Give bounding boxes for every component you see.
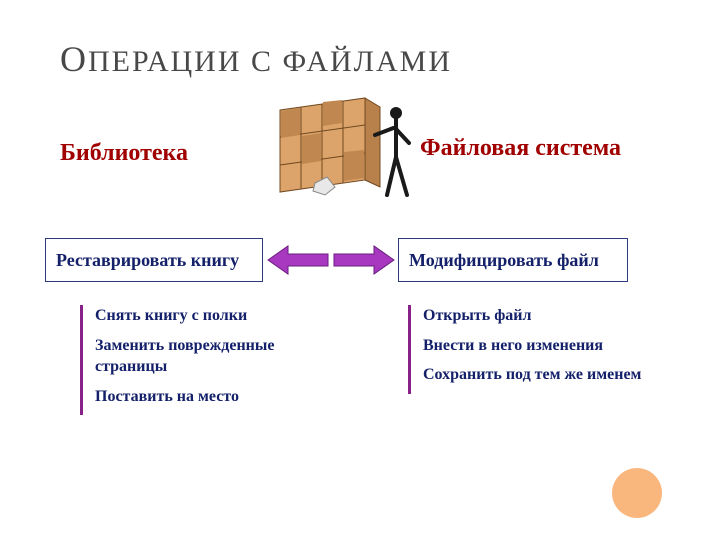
label-filesystem: Файловая система (420, 135, 621, 162)
step-item: Открыть файл (423, 305, 658, 327)
step-item: Сохранить под тем же именем (423, 364, 658, 386)
steps-library: Снять книгу с полки Заменить поврежденны… (80, 305, 330, 415)
title-big-letter: О (60, 39, 88, 79)
box-modify-file: Модифицировать файл (398, 238, 628, 282)
step-item: Поставить на место (95, 386, 330, 408)
steps-filesystem: Открыть файл Внести в него изменения Сох… (408, 305, 658, 394)
label-library: Библиотека (60, 140, 188, 167)
double-arrow-icon (266, 243, 396, 277)
shelf-clipart (275, 95, 425, 205)
title-rest: ПЕРАЦИИ С ФАЙЛАМИ (88, 45, 452, 78)
box-restore-book: Реставрировать книгу (45, 238, 263, 282)
step-item: Снять книгу с полки (95, 305, 330, 327)
step-item: Внести в него изменения (423, 335, 658, 357)
decorative-circle (612, 468, 662, 518)
slide-title: ОПЕРАЦИИ С ФАЙЛАМИ (60, 38, 452, 80)
step-item: Заменить поврежденные страницы (95, 335, 330, 378)
